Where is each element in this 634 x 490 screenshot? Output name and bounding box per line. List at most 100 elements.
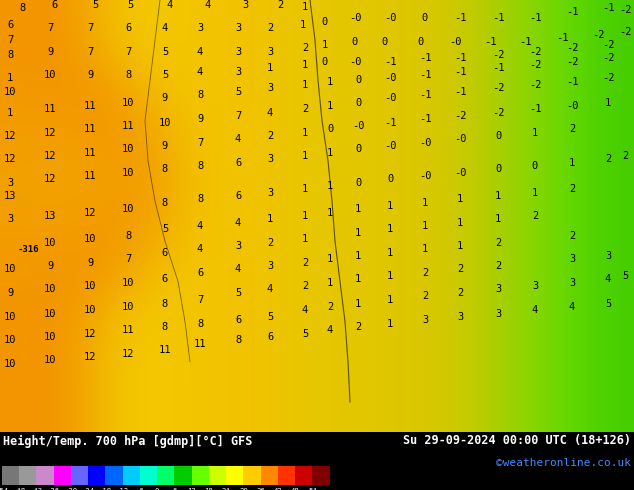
Text: 1: 1	[569, 158, 575, 168]
Text: -0: -0	[566, 100, 578, 111]
Text: 7: 7	[235, 111, 241, 121]
Text: -1: -1	[529, 103, 541, 114]
Text: 10: 10	[84, 281, 96, 292]
Text: 3: 3	[235, 241, 241, 251]
Text: 3: 3	[235, 67, 241, 77]
Text: 11: 11	[122, 325, 134, 335]
Text: 1: 1	[327, 77, 333, 87]
Text: 0: 0	[422, 13, 428, 23]
Text: -2: -2	[492, 83, 504, 94]
Text: 2: 2	[267, 23, 273, 33]
Text: -316: -316	[18, 245, 39, 254]
Text: 1: 1	[355, 228, 361, 238]
Text: 5: 5	[235, 88, 241, 98]
Bar	[157, 466, 174, 486]
Text: 3: 3	[267, 83, 273, 94]
Text: 2: 2	[355, 321, 361, 332]
Text: 3: 3	[422, 315, 428, 324]
Text: 6: 6	[52, 0, 58, 10]
Text: -1: -1	[454, 13, 466, 23]
Text: 12: 12	[44, 151, 56, 161]
Text: -0: -0	[352, 121, 365, 131]
Text: 10: 10	[4, 88, 16, 98]
Text: -0: -0	[349, 13, 361, 23]
Text: -2: -2	[566, 43, 578, 53]
Text: 1: 1	[7, 74, 13, 83]
Text: 3: 3	[267, 47, 273, 57]
Text: 12: 12	[84, 352, 96, 362]
Text: 5: 5	[302, 329, 308, 339]
Text: 48: 48	[291, 488, 299, 490]
Text: 5: 5	[127, 0, 133, 10]
Text: 10: 10	[4, 265, 16, 274]
Text: 4: 4	[167, 0, 173, 10]
Text: 1: 1	[327, 100, 333, 111]
Text: -2: -2	[529, 47, 541, 57]
Bar	[174, 466, 191, 486]
Text: 2: 2	[302, 103, 308, 114]
Text: 7: 7	[47, 23, 53, 33]
Text: -0: -0	[449, 37, 462, 47]
Text: 1: 1	[327, 148, 333, 158]
Text: 2: 2	[457, 265, 463, 274]
Text: 7: 7	[87, 47, 93, 57]
Text: 3: 3	[7, 214, 13, 224]
Text: 4: 4	[267, 108, 273, 118]
Text: 10: 10	[84, 305, 96, 315]
Text: 2: 2	[457, 289, 463, 298]
Bar	[295, 466, 313, 486]
Text: 6: 6	[7, 20, 13, 30]
Text: 1: 1	[302, 80, 308, 91]
Text: 10: 10	[44, 238, 56, 248]
Text: 4: 4	[532, 305, 538, 315]
Text: Height/Temp. 700 hPa [gdmp][°C] GFS: Height/Temp. 700 hPa [gdmp][°C] GFS	[3, 435, 252, 447]
Text: 1: 1	[302, 184, 308, 194]
Text: 10: 10	[4, 312, 16, 321]
Text: 18: 18	[205, 488, 213, 490]
Bar	[243, 466, 261, 486]
Text: 0: 0	[355, 75, 361, 85]
Text: 10: 10	[44, 355, 56, 365]
Text: 7: 7	[197, 294, 203, 304]
Text: -2: -2	[454, 111, 466, 121]
Text: 7: 7	[125, 47, 131, 57]
Text: 7: 7	[87, 23, 93, 33]
Bar	[261, 466, 278, 486]
Text: 1: 1	[7, 108, 13, 118]
Text: 1: 1	[322, 40, 328, 50]
Text: 1: 1	[422, 221, 428, 231]
Text: 2: 2	[422, 292, 428, 301]
Text: -1: -1	[418, 71, 431, 80]
Text: -2: -2	[566, 57, 578, 67]
Text: 0: 0	[322, 17, 328, 27]
Text: 0: 0	[355, 98, 361, 107]
Text: -2: -2	[529, 60, 541, 71]
Text: -0: -0	[384, 13, 396, 23]
Text: 1: 1	[302, 60, 308, 71]
Text: 36: 36	[256, 488, 265, 490]
Text: -1: -1	[384, 118, 396, 127]
Text: -2: -2	[602, 40, 614, 50]
Text: 5: 5	[162, 71, 168, 80]
Text: 11: 11	[84, 123, 96, 134]
Text: 13: 13	[4, 191, 16, 201]
Text: -48: -48	[13, 488, 26, 490]
Text: 6: 6	[172, 488, 177, 490]
Text: 0: 0	[327, 123, 333, 134]
Text: 1: 1	[355, 274, 361, 284]
Text: 10: 10	[84, 234, 96, 244]
Text: -2: -2	[492, 108, 504, 118]
Text: 1: 1	[605, 98, 611, 107]
Text: -1: -1	[566, 77, 578, 87]
Text: 0: 0	[155, 488, 159, 490]
Text: 11: 11	[84, 100, 96, 111]
Text: 1: 1	[327, 181, 333, 191]
Text: -54: -54	[0, 488, 8, 490]
Text: 9: 9	[87, 71, 93, 80]
Text: -1: -1	[484, 37, 496, 47]
Text: 9: 9	[47, 261, 53, 271]
Text: 5: 5	[235, 289, 241, 298]
Text: 0: 0	[382, 37, 388, 47]
Text: Su 29-09-2024 00:00 UTC (18+126): Su 29-09-2024 00:00 UTC (18+126)	[403, 435, 631, 447]
Text: 2: 2	[495, 261, 501, 271]
